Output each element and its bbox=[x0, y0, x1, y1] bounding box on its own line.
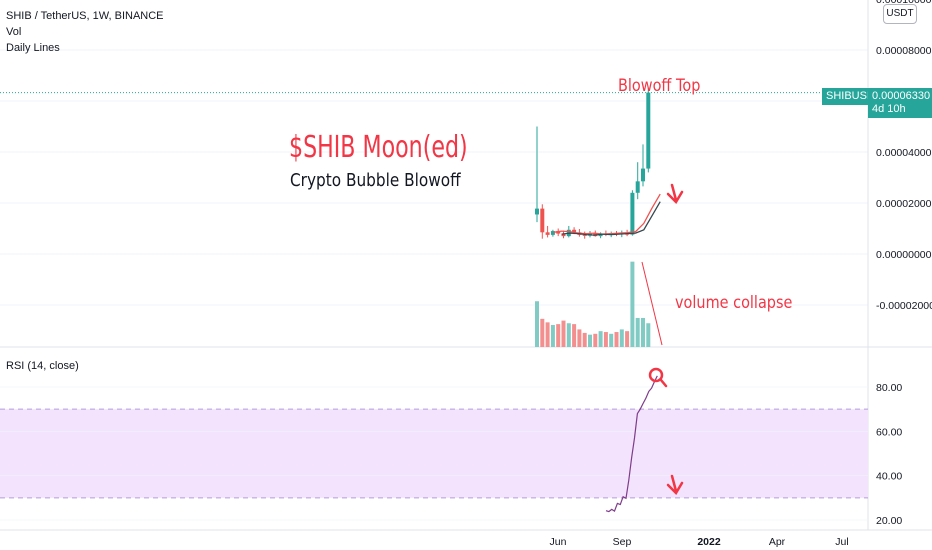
magnifier-icon bbox=[648, 367, 664, 383]
volume-bar bbox=[572, 324, 577, 347]
last-price-value: 0.00006330 bbox=[872, 90, 931, 102]
volume-bar bbox=[635, 317, 640, 347]
candle-body bbox=[572, 229, 577, 233]
daily-lines-indicator-label: Daily Lines bbox=[6, 42, 60, 54]
volume-bar bbox=[550, 325, 555, 347]
volume-bar bbox=[545, 322, 550, 347]
time-tick-label: Jun bbox=[550, 536, 567, 548]
rsi-tick-label: 80.00 bbox=[876, 382, 902, 394]
volume-bar bbox=[609, 333, 614, 347]
candle-body bbox=[635, 181, 640, 193]
last-price-tag: 0.00006330 4d 10h bbox=[868, 88, 932, 118]
volume-bar bbox=[619, 329, 624, 347]
time-tick-label: Sep bbox=[613, 536, 632, 548]
price-tick-label: 0.00002000 bbox=[876, 198, 932, 210]
rsi-tick-label: 60.00 bbox=[876, 426, 902, 438]
volume-indicator-label: Vol bbox=[6, 26, 22, 38]
volume-bar bbox=[577, 329, 582, 347]
annotation-title: $SHIB Moon(ed) bbox=[289, 130, 468, 165]
volume-bar bbox=[641, 317, 645, 347]
price-tick-label: 0.00004000 bbox=[876, 147, 932, 159]
candle-body bbox=[545, 232, 550, 235]
down-arrow-rsi-icon bbox=[666, 474, 684, 496]
volume-bar bbox=[556, 324, 561, 347]
symbol-title: SHIB / TetherUS, 1W, BINANCE bbox=[6, 10, 164, 22]
volume-bar bbox=[561, 320, 566, 347]
daily-line-dark bbox=[561, 201, 661, 236]
volume-bar bbox=[582, 332, 587, 347]
volume-bar bbox=[535, 301, 539, 347]
candle-body bbox=[561, 233, 566, 237]
rsi-band bbox=[0, 409, 868, 498]
volume-bar bbox=[630, 261, 635, 347]
candle-body bbox=[582, 234, 587, 236]
candle-body bbox=[535, 208, 539, 215]
candle-body bbox=[641, 168, 645, 182]
volume-collapse-line bbox=[641, 261, 663, 346]
down-arrow-price-icon bbox=[666, 183, 684, 205]
annotation-blowoff-top: Blowoff Top bbox=[618, 76, 701, 96]
rsi-indicator-label: RSI (14, close) bbox=[6, 360, 79, 372]
candle-body bbox=[540, 208, 545, 233]
annotation-volume-collapse: volume collapse bbox=[675, 293, 793, 313]
rsi-tick-label: 20.00 bbox=[876, 515, 902, 527]
volume-bar bbox=[598, 331, 603, 347]
volume-bar bbox=[566, 323, 571, 347]
volume-bar bbox=[614, 332, 619, 347]
currency-badge[interactable]: USDT bbox=[883, 4, 917, 24]
price-tick-label: 0.00008000 bbox=[876, 45, 932, 57]
volume-bar bbox=[603, 332, 608, 347]
rsi-tick-label: 40.00 bbox=[876, 471, 902, 483]
price-tick-label: 0.00000000 bbox=[876, 249, 932, 261]
volume-bar bbox=[625, 331, 630, 347]
volume-bar bbox=[540, 318, 545, 347]
bar-countdown: 4d 10h bbox=[872, 103, 906, 115]
candle-body bbox=[646, 92, 651, 169]
rsi-line bbox=[605, 375, 658, 513]
candle-body bbox=[550, 231, 555, 235]
volume-bar bbox=[588, 334, 592, 347]
candle-body bbox=[630, 192, 635, 235]
annotation-subtitle: Crypto Bubble Blowoff bbox=[290, 170, 461, 191]
candle-body bbox=[556, 231, 561, 234]
volume-bar bbox=[646, 323, 651, 347]
magnifier-handle bbox=[659, 378, 668, 388]
time-tick-label: Apr bbox=[769, 536, 786, 548]
price-tick-label: -0.00002000 bbox=[876, 300, 932, 312]
price-tick-label: 0.00010000 bbox=[876, 0, 932, 6]
time-tick-label: Jul bbox=[835, 536, 848, 548]
time-tick-label: 2022 bbox=[697, 536, 721, 548]
volume-bar bbox=[593, 333, 598, 347]
